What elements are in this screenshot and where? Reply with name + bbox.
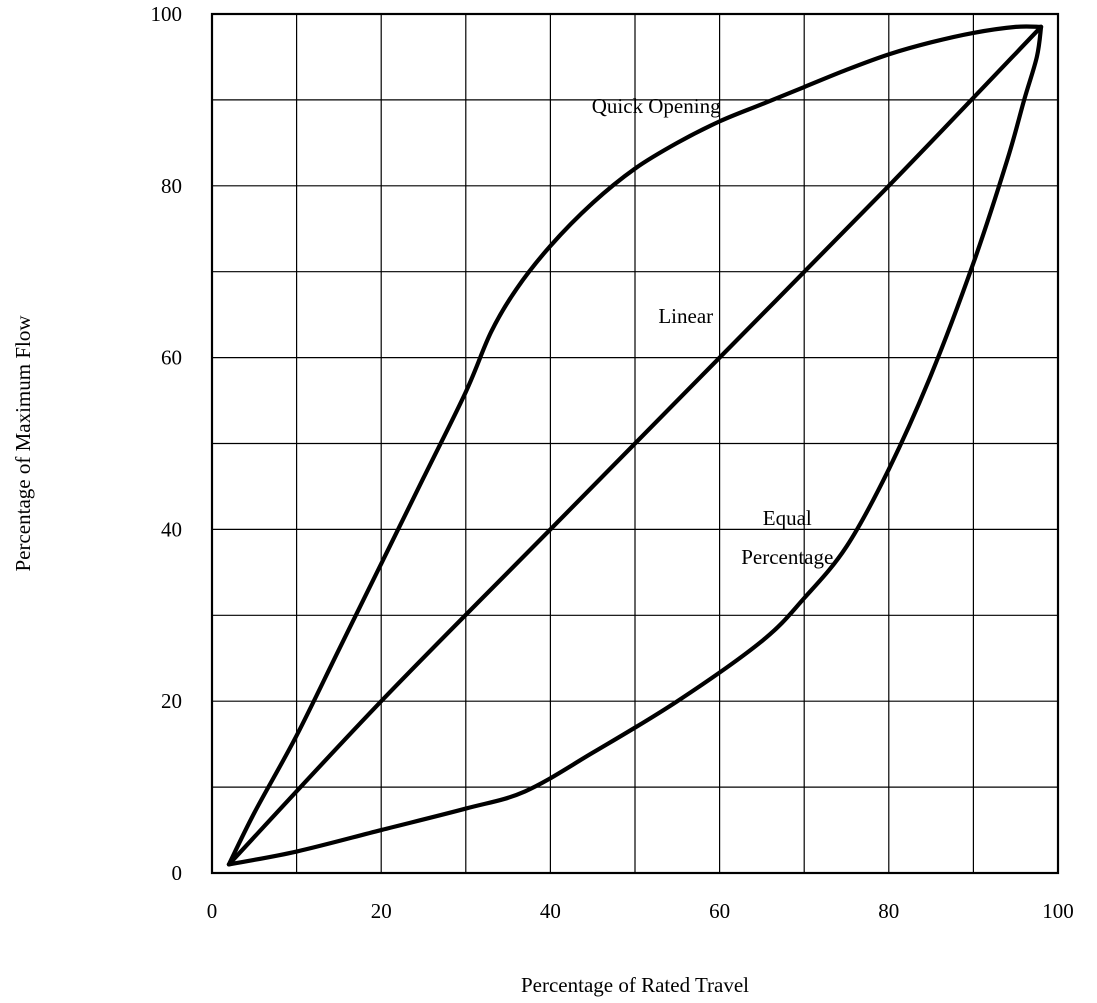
label-linear: Linear [658,304,713,328]
y-axis-title: Percentage of Maximum Flow [11,315,35,572]
x-axis-ticks: 0 20 40 60 80 100 [207,899,1074,923]
x-tick-label: 80 [878,899,899,923]
curve-linear [226,24,1044,867]
x-axis-title: Percentage of Rated Travel [521,973,749,997]
y-tick-label: 100 [151,2,183,26]
label-equal-2: Percentage [741,545,833,569]
curves [226,24,1044,867]
curve-equal-percentage [226,24,1044,867]
y-tick-label: 40 [161,517,182,541]
curve-quick-opening [226,24,1044,867]
y-tick-label: 0 [172,861,183,885]
x-tick-label: 100 [1042,899,1074,923]
y-tick-label: 80 [161,174,182,198]
x-tick-label: 20 [371,899,392,923]
y-tick-label: 20 [161,689,182,713]
y-tick-label: 60 [161,346,182,370]
plot-frame [210,12,1060,875]
x-tick-label: 0 [207,899,218,923]
x-tick-label: 60 [709,899,730,923]
label-equal-1: Equal [763,506,812,530]
x-tick-label: 40 [540,899,561,923]
label-quick: Quick Opening [592,94,721,118]
y-axis-ticks: 0 20 40 60 80 100 [151,2,183,885]
curve-annotations: Quick Opening Linear Equal Percentage [592,94,834,569]
